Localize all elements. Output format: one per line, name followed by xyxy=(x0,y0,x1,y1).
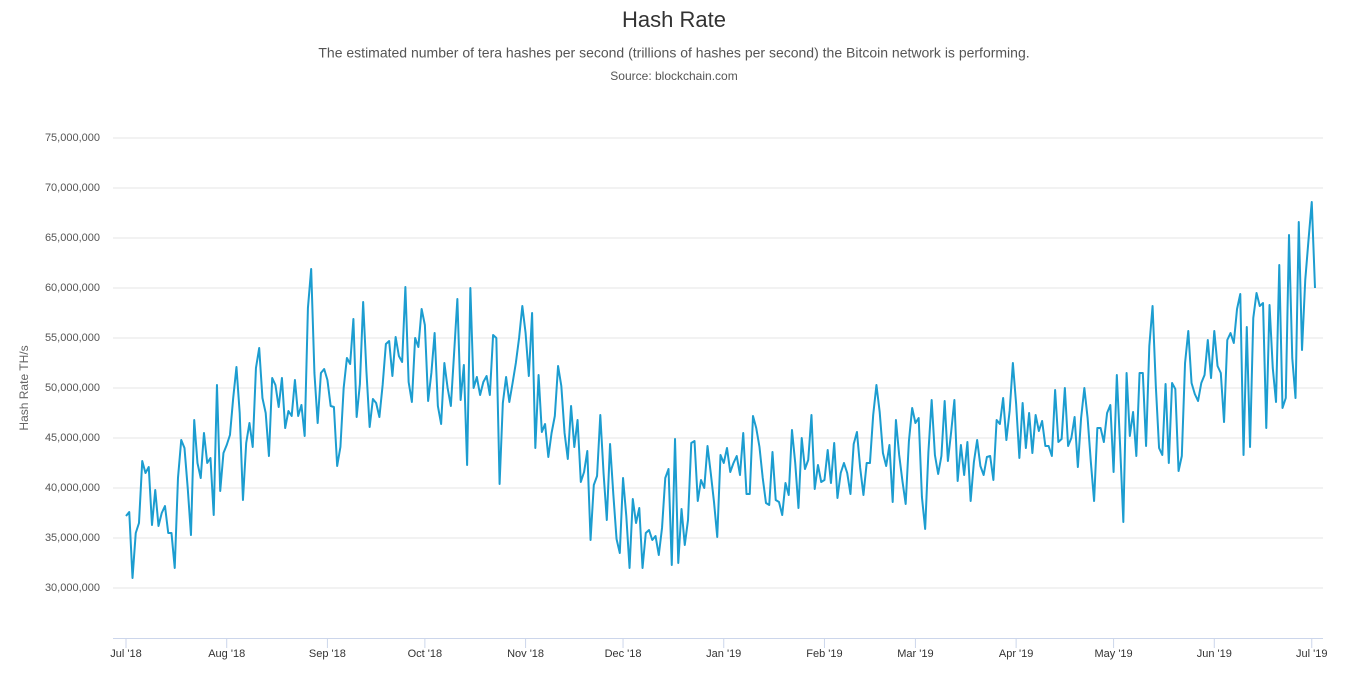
x-tick-label: Oct '18 xyxy=(408,648,443,660)
chart-source: Source: blockchain.com xyxy=(610,69,737,83)
x-tick-label: Apr '19 xyxy=(999,648,1034,660)
x-tick-label: Jan '19 xyxy=(706,648,741,660)
x-tick-label: Dec '18 xyxy=(605,648,642,660)
x-tick-label: Aug '18 xyxy=(208,648,245,660)
y-tick-label: 75,000,000 xyxy=(45,132,100,144)
y-tick-label: 40,000,000 xyxy=(45,482,100,494)
y-tick-label: 30,000,000 xyxy=(45,582,100,594)
y-tick-label: 60,000,000 xyxy=(45,282,100,294)
x-tick-label: Jun '19 xyxy=(1197,648,1232,660)
x-tick-label: Sep '18 xyxy=(309,648,346,660)
hash-rate-line xyxy=(125,201,1316,579)
chart-subtitle: The estimated number of tera hashes per … xyxy=(318,45,1029,61)
x-tick-label: Mar '19 xyxy=(897,648,933,660)
y-tick-label: 55,000,000 xyxy=(45,332,100,344)
x-tick-label: Nov '18 xyxy=(507,648,544,660)
y-tick-label: 70,000,000 xyxy=(45,182,100,194)
y-axis-title: Hash Rate TH/s xyxy=(17,345,31,430)
y-tick-label: 65,000,000 xyxy=(45,232,100,244)
y-tick-label: 35,000,000 xyxy=(45,532,100,544)
y-tick-label: 45,000,000 xyxy=(45,432,100,444)
chart-title: Hash Rate xyxy=(622,7,726,32)
x-tick-label: Jul '19 xyxy=(1296,648,1327,660)
x-tick-label: Feb '19 xyxy=(806,648,842,660)
x-tick-label: Jul '18 xyxy=(110,648,141,660)
y-tick-label: 50,000,000 xyxy=(45,382,100,394)
x-tick-label: May '19 xyxy=(1094,648,1132,660)
